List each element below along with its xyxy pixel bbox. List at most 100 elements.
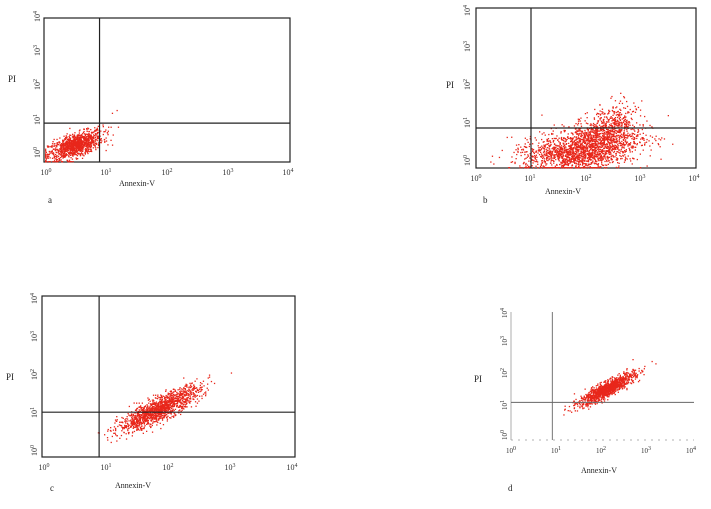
data-point [555, 137, 557, 140]
data-point [156, 409, 158, 411]
data-point [607, 134, 609, 136]
data-point [614, 144, 616, 146]
data-point [590, 131, 592, 133]
data-point [168, 407, 170, 409]
data-point [612, 156, 615, 158]
data-point [588, 142, 590, 144]
data-point [615, 138, 618, 140]
data-point [558, 167, 561, 169]
data-point [604, 153, 606, 155]
data-point [85, 137, 87, 139]
data-point [144, 414, 146, 416]
data-point [531, 148, 533, 150]
data-point [617, 167, 620, 169]
data-point [160, 400, 162, 402]
data-point [55, 153, 57, 156]
data-point [529, 138, 531, 140]
data-point [630, 135, 632, 138]
data-point [75, 157, 77, 159]
data-point [606, 152, 608, 155]
data-point [187, 389, 189, 392]
data-point [145, 413, 148, 415]
data-point [576, 138, 578, 140]
data-point [166, 404, 168, 406]
data-point [171, 405, 174, 407]
data-point [582, 152, 584, 154]
data-point [612, 141, 614, 143]
data-point [45, 157, 48, 159]
data-point [582, 163, 584, 165]
data-point [152, 416, 155, 418]
data-point [178, 399, 180, 402]
data-point [584, 147, 586, 149]
data-point [506, 136, 508, 139]
data-point [609, 134, 611, 136]
data-point [93, 135, 96, 137]
data-point [86, 128, 88, 131]
data-point [88, 136, 90, 138]
data-point [629, 144, 631, 146]
data-point [92, 138, 94, 140]
data-point [183, 402, 185, 404]
data-point [201, 383, 203, 385]
data-point [614, 146, 617, 149]
data-point [528, 165, 530, 168]
data-point [552, 141, 554, 143]
data-point [612, 118, 614, 120]
data-point [139, 410, 141, 412]
data-point [605, 136, 607, 138]
data-point [132, 417, 134, 419]
data-point [584, 131, 586, 133]
data-point [597, 113, 600, 115]
data-point [183, 392, 185, 394]
data-point [165, 406, 167, 408]
data-point [579, 129, 581, 132]
data-point [201, 397, 203, 400]
data-point [491, 155, 494, 157]
data-point [616, 159, 618, 161]
data-point [589, 139, 591, 142]
data-point [589, 147, 592, 149]
data-point [90, 136, 92, 138]
data-point [573, 153, 575, 155]
data-point [86, 143, 89, 145]
data-point [135, 423, 137, 426]
data-point [600, 156, 602, 158]
data-point [526, 156, 528, 158]
y-tick-labels: 100 101 102 103 104 [463, 5, 472, 166]
data-point [612, 139, 614, 141]
data-point [601, 113, 603, 115]
data-point [158, 416, 160, 418]
data-point [558, 149, 561, 151]
data-point [549, 162, 552, 164]
data-point [612, 110, 614, 113]
data-point [581, 148, 583, 150]
data-point [608, 156, 610, 158]
data-point [612, 154, 614, 157]
data-point [67, 161, 69, 163]
data-point [572, 134, 574, 136]
data-point [61, 152, 63, 155]
data-point [78, 153, 80, 155]
data-point [67, 146, 70, 148]
data-point [578, 158, 580, 160]
data-point [91, 138, 93, 141]
data-point [569, 146, 572, 148]
data-point [592, 138, 594, 140]
data-point [147, 397, 149, 399]
data-point [78, 139, 80, 141]
data-point [90, 148, 92, 150]
data-point [161, 415, 163, 417]
data-point [580, 130, 582, 132]
data-point [624, 128, 626, 130]
data-point [556, 163, 558, 166]
data-point [127, 423, 129, 425]
data-point [631, 147, 633, 149]
data-point [651, 126, 653, 128]
data-point [95, 130, 97, 132]
data-point [598, 136, 600, 138]
data-point [107, 439, 109, 441]
data-point [570, 146, 573, 148]
data-point [610, 97, 612, 99]
data-point [553, 160, 555, 162]
